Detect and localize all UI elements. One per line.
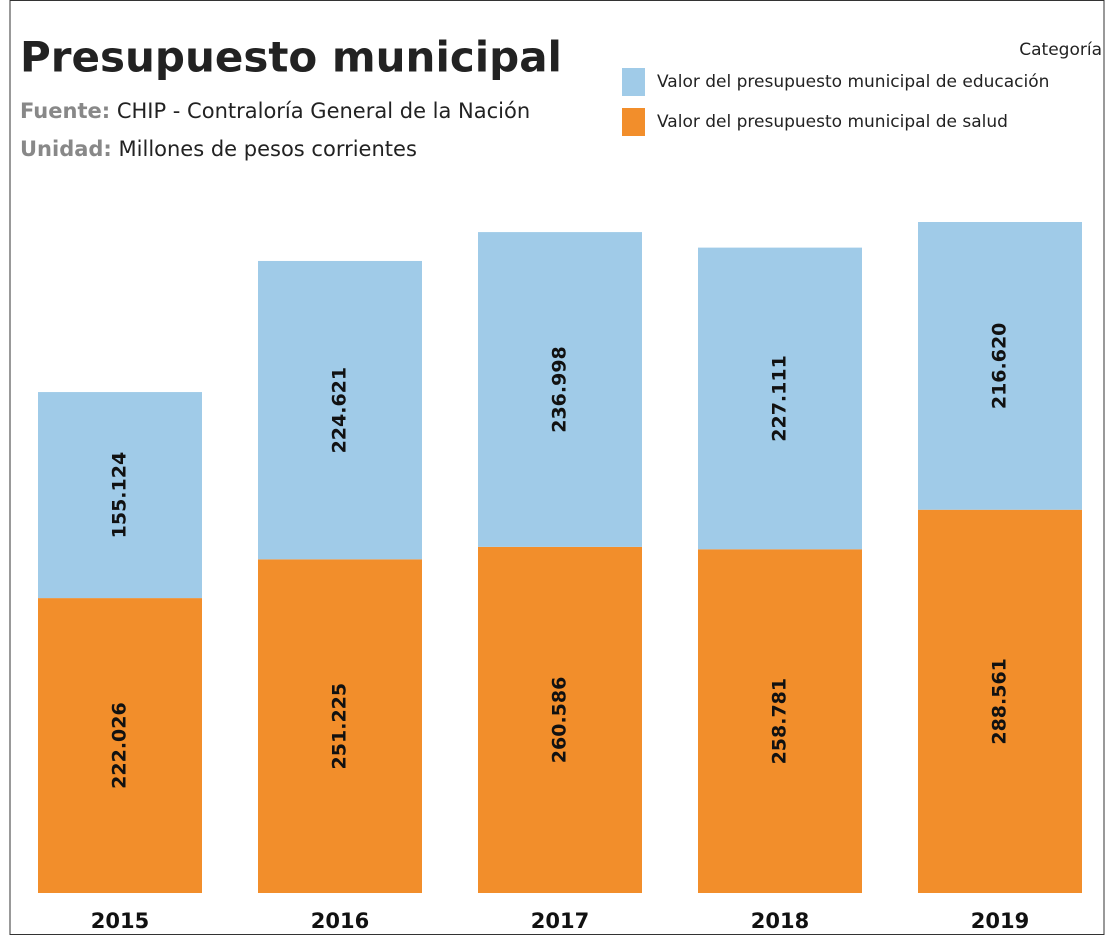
data-label: 155.124 — [109, 452, 131, 539]
data-label: 216.620 — [989, 323, 1011, 410]
bar-segment — [478, 232, 642, 547]
x-tick-label: 2019 — [971, 909, 1029, 933]
legend-label: Valor del presupuesto municipal de educa… — [657, 72, 1049, 92]
x-tick-label: 2016 — [311, 909, 369, 933]
bar-segment — [698, 549, 862, 893]
legend-swatch — [622, 108, 645, 136]
x-tick-label: 2015 — [91, 909, 149, 933]
data-label: 227.111 — [769, 355, 791, 442]
frame — [9, 0, 1105, 935]
unit-line: Unidad: Millones de pesos corrientes — [20, 137, 417, 161]
bar-segment — [698, 247, 862, 550]
bar-segment — [38, 598, 202, 893]
legend-title: Categoría — [1019, 40, 1102, 60]
bar-segment — [478, 546, 642, 893]
data-label: 260.586 — [549, 677, 571, 764]
data-label: 251.225 — [329, 683, 351, 770]
bar-segment — [258, 559, 422, 893]
source-line: Fuente: CHIP - Contraloría General de la… — [20, 99, 530, 123]
unit: Millones de pesos corrientes — [119, 137, 417, 161]
x-tick-label: 2017 — [531, 909, 589, 933]
source-label: Fuente: — [20, 99, 110, 123]
legend-label: Valor del presupuesto municipal de salud — [657, 112, 1008, 132]
chart-title: Presupuesto municipal — [20, 33, 562, 82]
data-label: 258.781 — [769, 678, 791, 765]
bar-segment — [918, 509, 1082, 893]
source: CHIP - Contraloría General de la Nación — [117, 99, 530, 123]
data-label: 236.998 — [549, 346, 571, 433]
bar-segment — [918, 222, 1082, 510]
legend-swatch — [622, 68, 645, 96]
bar-segment — [38, 392, 202, 599]
x-tick-label: 2018 — [751, 909, 809, 933]
data-label: 288.561 — [989, 658, 1011, 745]
unit-label: Unidad: — [20, 137, 112, 161]
data-label: 224.621 — [329, 367, 351, 454]
data-label: 222.026 — [109, 702, 131, 789]
bar-segment — [258, 260, 422, 560]
